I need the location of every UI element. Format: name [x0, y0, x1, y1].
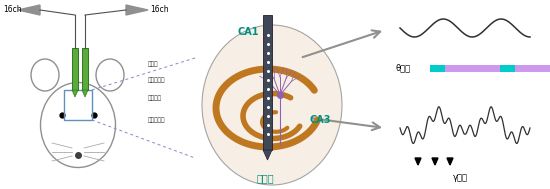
Bar — [263, 15, 272, 150]
Polygon shape — [263, 150, 272, 160]
Polygon shape — [72, 90, 78, 97]
Bar — [430, 65, 445, 72]
Bar — [445, 65, 500, 72]
Text: 錐体細胞層: 錐体細胞層 — [148, 77, 166, 83]
Polygon shape — [415, 158, 421, 165]
Bar — [500, 65, 515, 72]
Text: CA3: CA3 — [310, 115, 332, 125]
Text: CA1: CA1 — [237, 27, 258, 37]
Polygon shape — [82, 90, 88, 97]
Polygon shape — [126, 5, 148, 15]
Text: γ振動: γ振動 — [453, 174, 468, 183]
Polygon shape — [432, 158, 438, 165]
Bar — [64, 90, 92, 120]
Ellipse shape — [96, 59, 124, 91]
Bar — [515, 65, 550, 72]
Ellipse shape — [41, 83, 116, 167]
Text: 放線状層: 放線状層 — [148, 95, 162, 101]
Text: θ周期: θ周期 — [395, 64, 410, 73]
Bar — [72, 48, 78, 90]
Text: 上昇層: 上昇層 — [148, 61, 158, 67]
Text: 16ch: 16ch — [3, 5, 21, 15]
Polygon shape — [18, 5, 40, 15]
Text: 網状分子層: 網状分子層 — [148, 117, 166, 123]
Text: 歯状回: 歯状回 — [256, 173, 274, 183]
Text: 16ch: 16ch — [150, 5, 169, 15]
Polygon shape — [447, 158, 453, 165]
Ellipse shape — [202, 25, 342, 185]
Ellipse shape — [31, 59, 59, 91]
Bar — [82, 48, 88, 90]
